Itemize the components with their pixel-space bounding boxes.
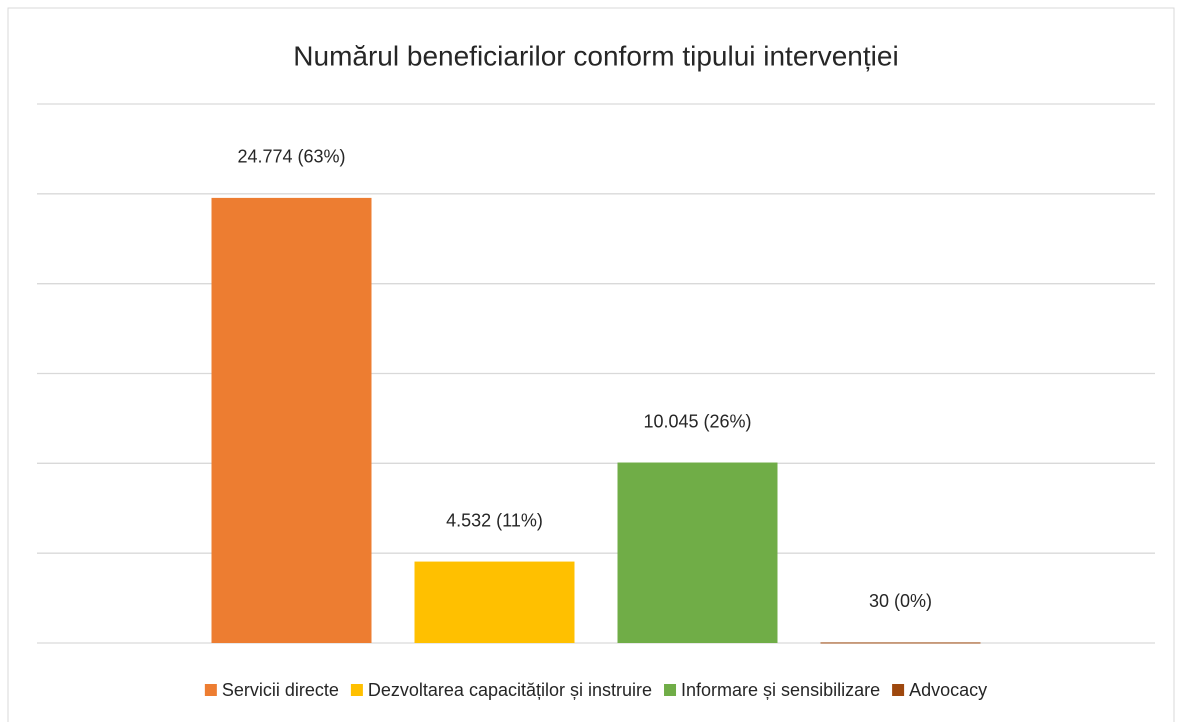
legend-swatch: [892, 684, 905, 696]
data-label: 24.774 (63%): [237, 147, 345, 167]
legend-swatch: [664, 684, 677, 696]
data-label: 30 (0%): [869, 591, 932, 611]
legend-label: Dezvoltarea capacităților și instruire: [368, 680, 652, 700]
bar: [211, 197, 372, 643]
chart-title: Numărul beneficiarilor conform tipului i…: [293, 40, 898, 71]
bar: [820, 642, 981, 644]
legend-label: Servicii directe: [222, 680, 339, 700]
bar: [617, 462, 778, 643]
legend-swatch: [350, 684, 363, 696]
chart-border: [7, 7, 1175, 727]
legend-label: Informare și sensibilizare: [681, 680, 880, 700]
legend-label: Advocacy: [909, 680, 987, 700]
bar: [414, 561, 575, 643]
legend-swatch: [204, 684, 217, 696]
data-label: 10.045 (26%): [643, 411, 751, 431]
data-label: 4.532 (11%): [446, 510, 543, 530]
